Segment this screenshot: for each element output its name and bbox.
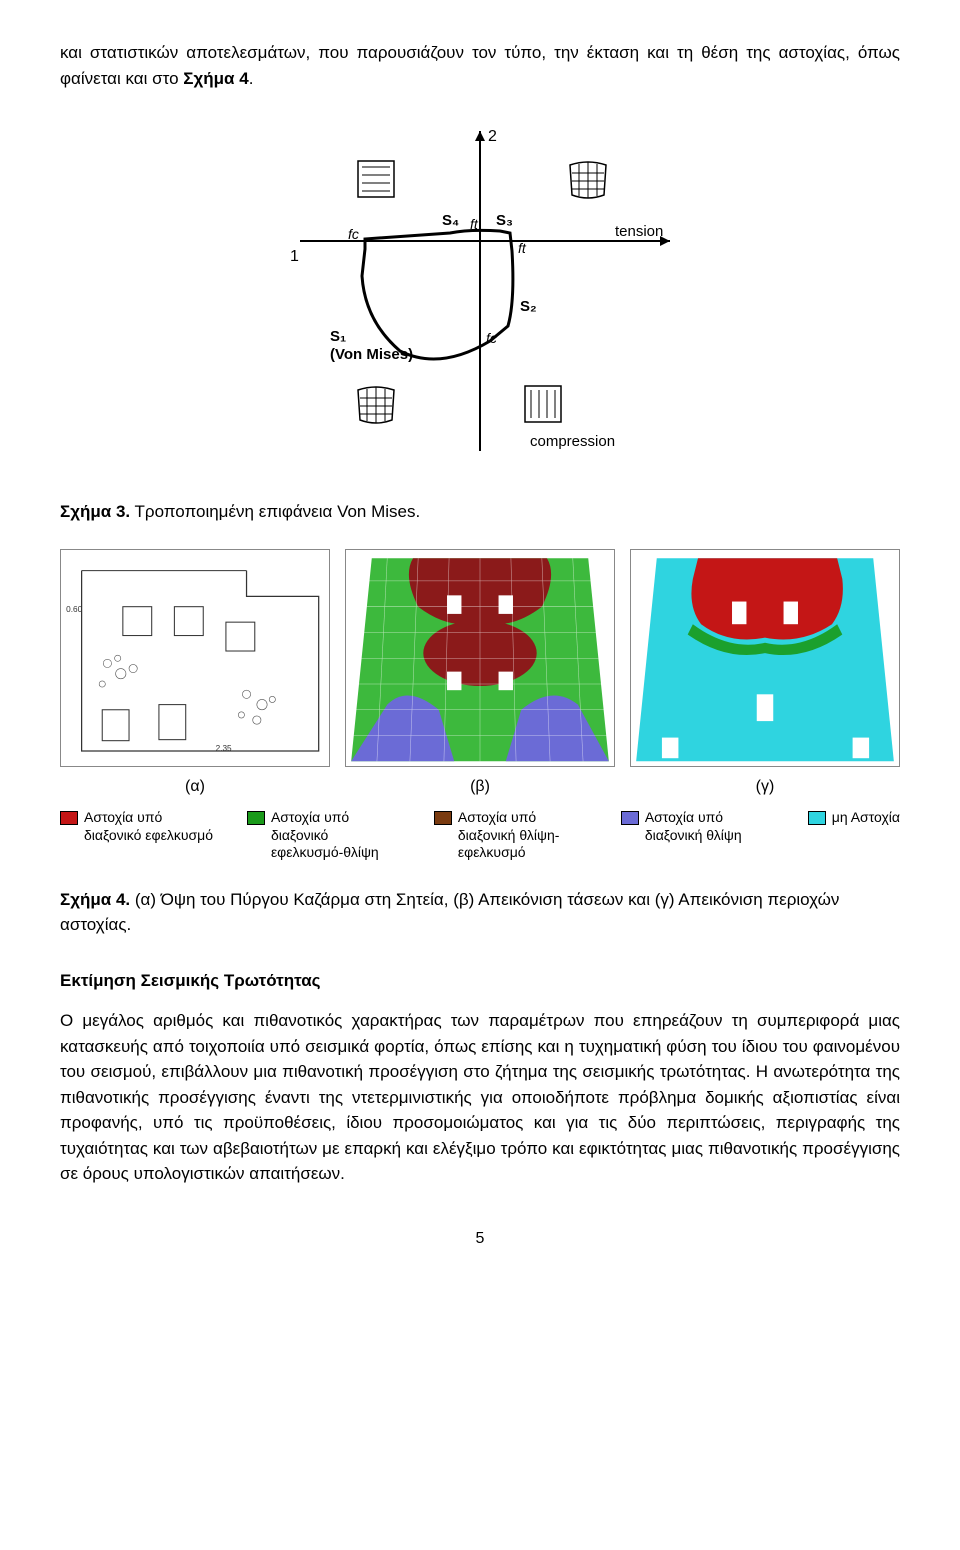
axis-label-2: 2 [488, 128, 497, 145]
legend-swatch-4 [808, 811, 826, 825]
page-number: 5 [60, 1227, 900, 1251]
legend-swatch-1 [247, 811, 265, 825]
panel-b-label: (β) [470, 775, 490, 799]
legend-swatch-3 [621, 811, 639, 825]
label-ft1: ft [470, 216, 479, 232]
label-ft2: ft [518, 240, 527, 256]
legend-swatch-2 [434, 811, 452, 825]
legend-text-2: Αστοχία υπό διαξονική θλίψη-εφελκυσμό [458, 809, 588, 862]
intro-text-bold: Σχήμα 4 [183, 69, 248, 88]
label-s4: S₄ [442, 212, 459, 229]
legend-item-3: Αστοχία υπό διαξονική θλίψη [621, 809, 775, 862]
legend-item-1: Αστοχία υπό διαξονικό εφελκυσμό-θλίψη [247, 809, 401, 862]
panel-b-svg [345, 549, 615, 767]
label-fc-bottom: fc [486, 330, 497, 346]
panel-a-svg: 0.60 2.35 [60, 549, 330, 767]
svg-text:0.60: 0.60 [66, 605, 82, 614]
legend-text-4: μη Αστοχία [832, 809, 900, 827]
intro-text-suffix: . [249, 69, 254, 88]
figure-4-caption-rest: (α) Όψη του Πύργου Καζάρμα στη Σητεία, (… [60, 890, 839, 935]
figure-4-caption-bold: Σχήμα 4. [60, 890, 130, 909]
label-von-mises: (Von Mises) [330, 346, 413, 363]
body-paragraph: Ο μεγάλος αριθμός και πιθανοτικός χαρακτ… [60, 1008, 900, 1187]
label-s2: S₂ [520, 298, 537, 315]
figure-3-diagram: 2 1 tension compression ft ft fc fc S₄ S… [270, 121, 690, 469]
panel-c-label: (γ) [756, 775, 775, 799]
panel-c-svg [630, 549, 900, 767]
figure-4-legend: Αστοχία υπό διαξονικό εφελκυσμό Αστοχία … [60, 809, 900, 862]
intro-paragraph: και στατιστικών αποτελεσμάτων, που παρου… [60, 40, 900, 91]
label-tension: tension [615, 223, 663, 240]
figure-4-panels: 0.60 2.35 (α) [60, 549, 900, 799]
legend-text-3: Αστοχία υπό διαξονική θλίψη [645, 809, 775, 844]
label-s3: S₃ [496, 212, 513, 229]
svg-text:2.35: 2.35 [216, 744, 232, 753]
figure-4-caption: Σχήμα 4. (α) Όψη του Πύργου Καζάρμα στη … [60, 887, 900, 938]
panel-a-label: (α) [185, 775, 205, 799]
figure-4-panel-b: (β) [345, 549, 615, 799]
legend-item-2: Αστοχία υπό διαξονική θλίψη-εφελκυσμό [434, 809, 588, 862]
legend-swatch-0 [60, 811, 78, 825]
figure-4-panel-c: (γ) [630, 549, 900, 799]
axis-label-1: 1 [290, 248, 299, 265]
figure-3: 2 1 tension compression ft ft fc fc S₄ S… [60, 121, 900, 469]
label-compression: compression [530, 433, 615, 450]
figure-3-caption-bold: Σχήμα 3. [60, 502, 130, 521]
label-fc-left: fc [348, 226, 359, 242]
legend-item-4: μη Αστοχία [808, 809, 900, 862]
legend-text-1: Αστοχία υπό διαξονικό εφελκυσμό-θλίψη [271, 809, 401, 862]
label-s1: S₁ [330, 328, 346, 345]
legend-text-0: Αστοχία υπό διαξονικό εφελκυσμό [84, 809, 214, 844]
figure-3-caption-rest: Τροποποιημένη επιφάνεια Von Mises. [130, 502, 420, 521]
section-heading: Εκτίμηση Σεισμικής Τρωτότητας [60, 968, 900, 994]
legend-item-0: Αστοχία υπό διαξονικό εφελκυσμό [60, 809, 214, 862]
figure-4-panel-a: 0.60 2.35 (α) [60, 549, 330, 799]
figure-3-caption: Σχήμα 3. Τροποποιημένη επιφάνεια Von Mis… [60, 499, 900, 525]
